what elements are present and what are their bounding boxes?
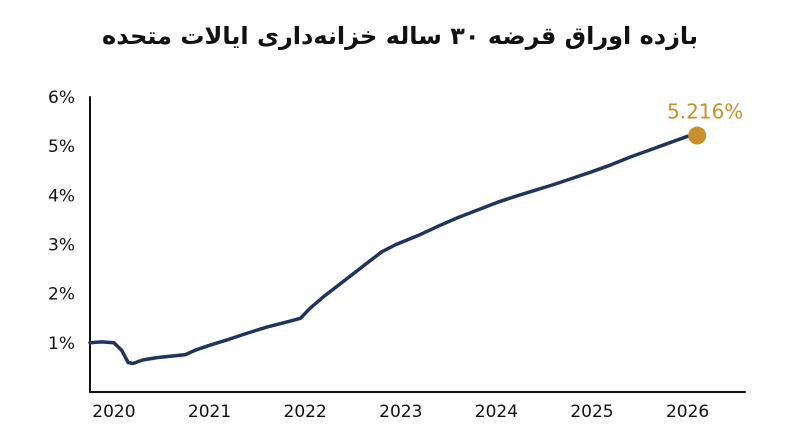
latest-value-label: 5.216% [667, 100, 743, 124]
y-tick-labels: 1% 2% 3% 4% 5% 6% [48, 88, 75, 354]
x-tick-labels: 2020 2021 2022 2023 2024 2025 2026 [92, 402, 709, 422]
y-tick-label: 3% [48, 236, 75, 256]
axes [89, 96, 746, 393]
x-tick-label: 2023 [379, 402, 422, 422]
chart-title: بازده اوراق قرضه ۳۰ ساله خزانه‌داری ایال… [102, 22, 698, 50]
yield-line [88, 133, 699, 366]
series-layer: 5.216% [88, 100, 743, 366]
y-tick-label: 6% [48, 88, 75, 108]
latest-value-marker [688, 126, 707, 145]
x-tick-label: 2020 [92, 402, 135, 422]
x-tick-label: 2025 [570, 402, 613, 422]
x-tick-label: 2026 [666, 402, 709, 422]
x-tick-label: 2021 [188, 402, 231, 422]
y-tick-label: 4% [48, 186, 75, 206]
y-tick-label: 2% [48, 285, 75, 305]
x-tick-label: 2022 [284, 402, 327, 422]
x-tick-label: 2024 [475, 402, 518, 422]
y-tick-label: 1% [48, 334, 75, 354]
y-tick-label: 5% [48, 137, 75, 157]
